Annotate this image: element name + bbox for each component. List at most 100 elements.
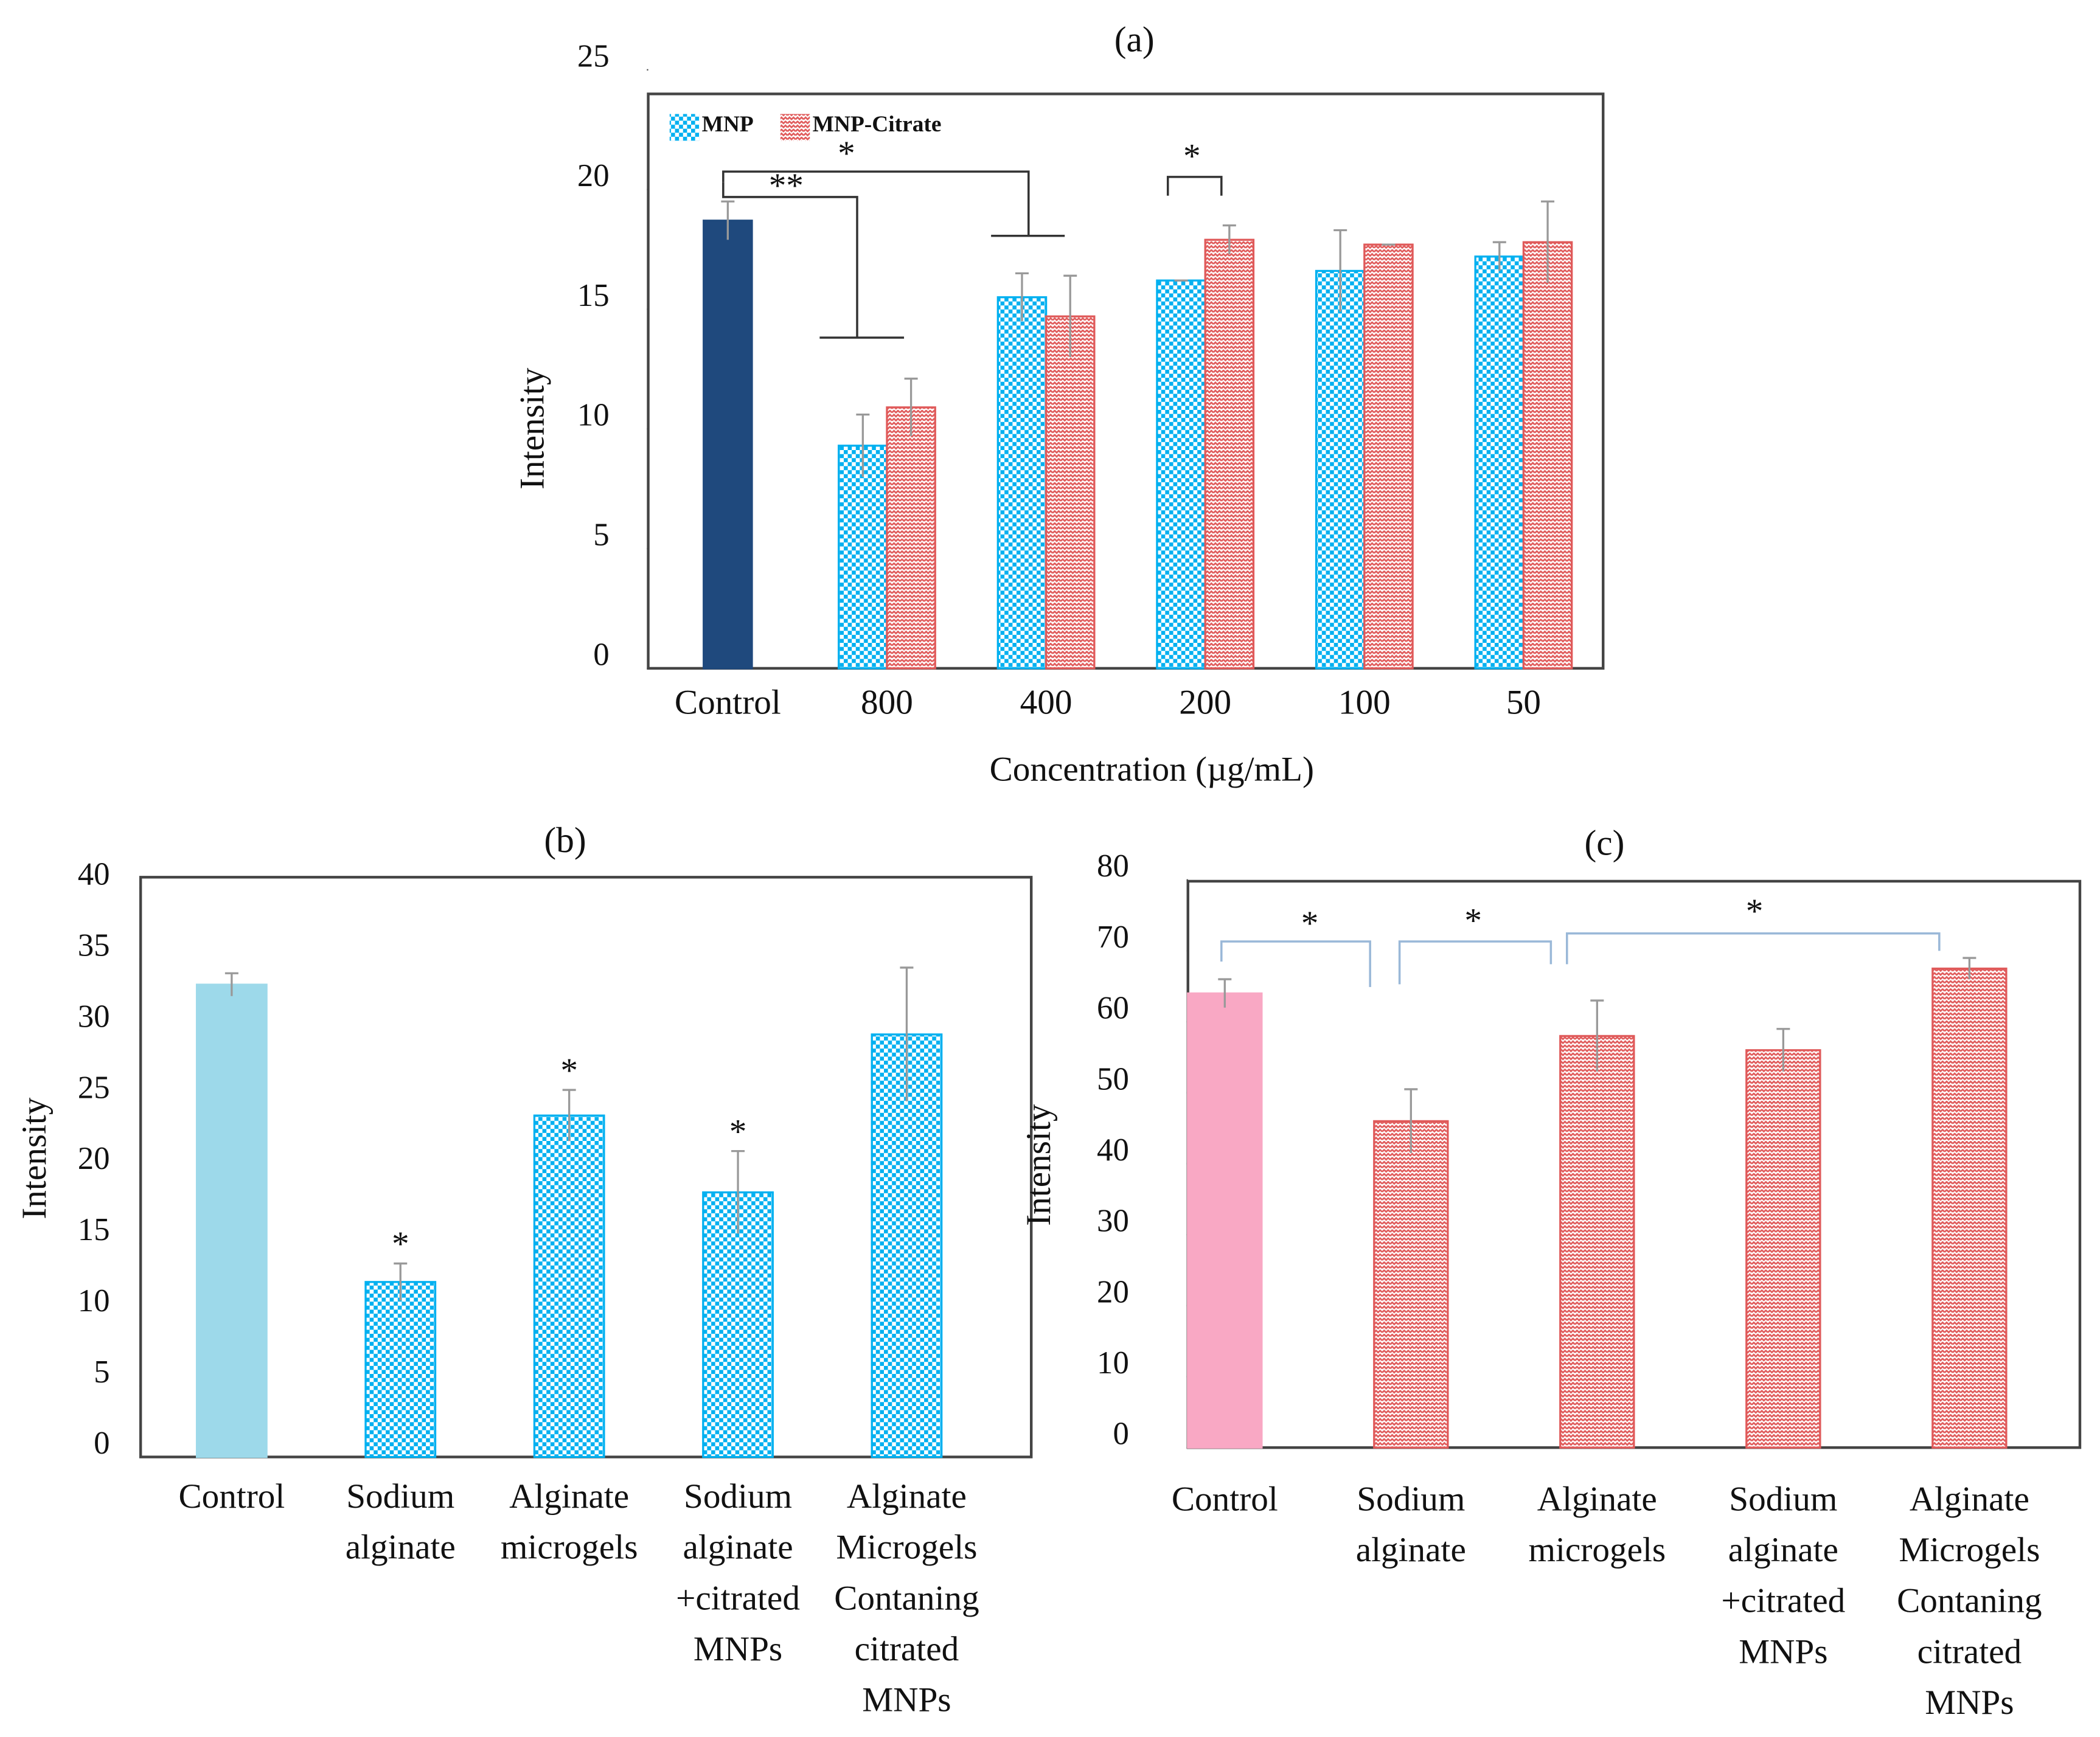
y-tick-label: 0 [94, 1426, 110, 1461]
error-bar [900, 966, 914, 1101]
x-tick-label: 800 [861, 684, 913, 722]
bar [1045, 315, 1096, 670]
error-bar [1492, 241, 1506, 271]
annotation: ** [769, 167, 804, 205]
error-bar [1776, 1028, 1790, 1072]
y-tick-label: 70 [1097, 920, 1129, 955]
y-tick-label: 80 [1097, 848, 1129, 884]
bar [1156, 279, 1206, 670]
bar [996, 296, 1048, 670]
bar [533, 1114, 605, 1458]
bar [1363, 243, 1414, 670]
bracket [1166, 176, 1223, 196]
bar [1204, 238, 1255, 670]
bar [871, 1033, 943, 1458]
y-tick-label: 30 [78, 999, 110, 1034]
y-tick-label: 20 [577, 158, 610, 193]
y-tick-label: 15 [78, 1212, 110, 1247]
chart-title: (b) [544, 820, 586, 860]
x-tick-label: 400 [1020, 684, 1073, 722]
bar [1474, 255, 1525, 670]
bracket [1398, 940, 1552, 985]
y-tick-label: 20 [78, 1141, 110, 1176]
x-tick-label: 200 [1179, 684, 1231, 722]
bar [1559, 1035, 1635, 1449]
y-tick-label: 0 [593, 637, 609, 672]
x-tick-label: Alginate Microgels Contaning citrated MNPs [1897, 1480, 2042, 1722]
annotation: * [1301, 904, 1319, 943]
x-tick-label: Control [1172, 1480, 1278, 1519]
x-tick-label: Sodium alginate +citrated MNPs [676, 1477, 800, 1668]
y-tick-label: 5 [593, 518, 609, 553]
error-bar [856, 413, 870, 477]
annotation: * [392, 1225, 409, 1263]
error-bar [1404, 1088, 1418, 1153]
bar [1745, 1049, 1821, 1449]
x-tick-label: Control [675, 684, 781, 722]
y-tick-label: 10 [577, 398, 610, 433]
error-bar [1222, 224, 1236, 254]
y-tick-label: 10 [1097, 1345, 1129, 1381]
legend-swatch [669, 114, 700, 141]
bar [1373, 1120, 1449, 1449]
annotation: * [560, 1052, 578, 1090]
x-tick-label: Control [178, 1477, 285, 1516]
y-tick-label: 15 [577, 278, 610, 313]
bracket [722, 182, 905, 339]
legend-label: MNP-Citrate [813, 112, 942, 137]
error-bar [1218, 978, 1232, 1008]
annotation: * [1746, 892, 1764, 931]
error-bar [224, 972, 238, 996]
y-tick-label: 50 [1097, 1061, 1129, 1097]
bar [364, 1281, 437, 1458]
x-tick-label: Sodium alginate [1356, 1480, 1466, 1570]
bracket [722, 170, 1065, 237]
bracket [1566, 932, 1941, 965]
error-bar [1541, 200, 1555, 283]
error-bar [394, 1262, 408, 1301]
bar [703, 220, 753, 670]
x-tick-label: 100 [1338, 684, 1391, 722]
y-tick-label: 0 [1113, 1416, 1128, 1452]
error-bar [1015, 272, 1029, 322]
annotation: * [729, 1112, 747, 1151]
chart-title: (a) [1114, 19, 1155, 59]
error-bar [731, 1150, 745, 1234]
y-tick-label: 20 [1097, 1274, 1129, 1309]
y-tick-label: 30 [1097, 1204, 1129, 1239]
error-bar [1333, 229, 1347, 312]
y-axis-label: Intensity [1020, 1104, 1058, 1226]
y-tick-label: 40 [78, 856, 110, 892]
annotation: * [838, 134, 855, 173]
x-axis-label: Concentration (µg/mL) [990, 751, 1314, 789]
error-bar [1063, 274, 1077, 358]
x-tick-label: Alginate microgels [1529, 1480, 1666, 1570]
y-tick-label: 5 [94, 1354, 110, 1390]
annotation: * [1183, 137, 1201, 175]
y-tick-label: 60 [1097, 991, 1129, 1026]
error-bar [562, 1089, 576, 1142]
y-axis-label: Intensity [513, 367, 552, 490]
bar [1931, 967, 2008, 1449]
bracket [1220, 940, 1371, 987]
y-tick-label: 40 [1097, 1132, 1129, 1168]
bar [1315, 269, 1366, 670]
bar [1522, 241, 1573, 670]
error-bar [904, 377, 918, 437]
error-bar [721, 200, 735, 240]
y-tick-label: 10 [78, 1283, 110, 1319]
error-bar [1590, 999, 1604, 1072]
y-tick-label: 35 [78, 927, 110, 963]
error-bar [1963, 957, 1977, 980]
plot-frame [647, 92, 1605, 670]
x-tick-label: Sodium alginate +citrated MNPs [1721, 1480, 1845, 1671]
y-axis-label: Intensity [15, 1097, 54, 1219]
x-tick-label: Sodium alginate [346, 1477, 456, 1567]
x-tick-label: Alginate microgels [501, 1477, 638, 1567]
x-tick-label: Alginate Microgels Contaning citrated MNPs [834, 1477, 979, 1719]
y-tick-label: 25 [78, 1070, 110, 1105]
bar [838, 445, 888, 670]
y-tick-label: 25 [577, 38, 610, 74]
